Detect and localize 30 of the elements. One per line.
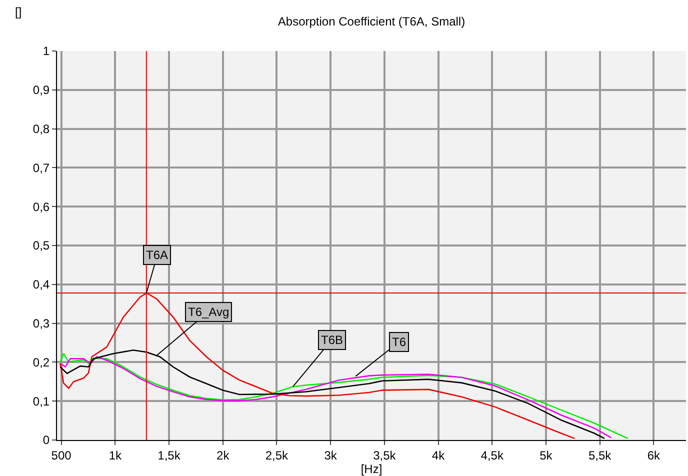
y-axis-title: [] xyxy=(15,5,22,19)
y-tick-label: 0,4 xyxy=(32,278,50,292)
y-tick-label: 0,6 xyxy=(32,200,50,214)
x-tick-label: 2,5k xyxy=(265,448,290,462)
x-tick-label: 4,5k xyxy=(480,448,504,462)
x-tick-label: 4k xyxy=(432,448,446,462)
y-tick-label: 0,2 xyxy=(32,355,50,370)
y-tick-label: 0,1 xyxy=(32,394,50,408)
x-tick-label: 3,5k xyxy=(373,448,397,462)
x-tick-label: 2k xyxy=(216,448,230,462)
annotation: T6A xyxy=(146,248,168,262)
x-tick-label: 6k xyxy=(647,448,662,462)
annotation: T6_Avg xyxy=(188,305,230,319)
x-tick-label: 1k xyxy=(108,448,122,462)
x-tick-label: 1,5k xyxy=(158,448,182,462)
y-tick-label: 0,5 xyxy=(32,238,50,253)
y-tick-label: 0,3 xyxy=(32,316,50,330)
chart-title: Absorption Coefficient (T6A, Small) xyxy=(278,14,466,29)
annotation: T6 xyxy=(392,335,406,349)
y-tick-label: 0,9 xyxy=(32,83,50,98)
x-axis-title: [Hz] xyxy=(360,462,382,476)
x-tick-label: 500 xyxy=(51,448,72,462)
y-tick-label: 1 xyxy=(42,44,50,58)
annotation: T6B xyxy=(321,333,344,347)
y-tick-label: 0,8 xyxy=(32,122,50,136)
x-tick-label: 5k xyxy=(540,448,554,462)
x-tick-label: 3k xyxy=(324,448,338,462)
x-tick-label: 5,5k xyxy=(588,448,612,462)
y-tick-label: 0,7 xyxy=(32,160,50,175)
y-tick-label: 0 xyxy=(42,433,50,448)
